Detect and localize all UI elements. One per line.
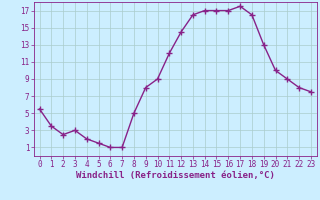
X-axis label: Windchill (Refroidissement éolien,°C): Windchill (Refroidissement éolien,°C)	[76, 171, 275, 180]
